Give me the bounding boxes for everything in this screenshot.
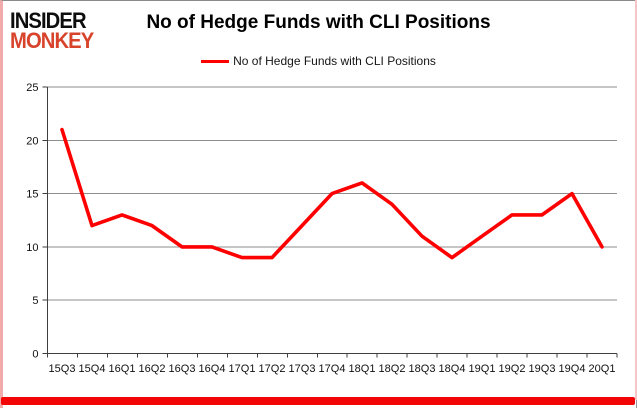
series-line (60, 127, 604, 260)
x-tick-label: 16Q1 (109, 363, 136, 375)
legend-label: No of Hedge Funds with CLI Positions (233, 54, 436, 68)
y-tick-label: 25 (26, 82, 38, 94)
x-tick-label: 17Q4 (319, 363, 346, 375)
y-tick-label: 15 (26, 189, 38, 201)
x-tick-label: 19Q3 (529, 363, 556, 375)
y-tick-label: 5 (32, 295, 38, 307)
legend: No of Hedge Funds with CLI Positions (0, 54, 637, 68)
logo-word-insider: INSIDER (10, 8, 87, 33)
x-tick-label: 15Q3 (49, 363, 76, 375)
chart-title: No of Hedge Funds with CLI Positions (146, 12, 491, 33)
insider-monkey-logo: INSIDER MONKEY (10, 8, 130, 54)
x-tick-label: 16Q3 (169, 363, 196, 375)
x-tick-label: 15Q4 (79, 363, 106, 375)
x-tick-label: 19Q1 (469, 363, 496, 375)
x-tick-label: 16Q2 (139, 363, 166, 375)
x-tick-label: 17Q2 (259, 363, 286, 375)
frame-right-pink-border (635, 0, 637, 400)
x-tick-label: 20Q1 (589, 363, 616, 375)
x-tick-label: 18Q1 (349, 363, 376, 375)
x-tick-label: 18Q2 (379, 363, 406, 375)
legend-line-marker-icon (201, 59, 230, 63)
logo-word-monkey: MONKEY (10, 28, 94, 54)
x-tick-label: 16Q4 (199, 363, 226, 375)
frame-bottom-red-bar (1, 397, 635, 405)
y-tick-label: 10 (26, 242, 38, 254)
y-tick-label: 0 (32, 349, 38, 361)
x-tick-label: 18Q3 (409, 363, 436, 375)
x-tick-label: 17Q3 (289, 363, 316, 375)
x-tick-label: 19Q2 (499, 363, 526, 375)
y-tick-label: 20 (26, 135, 38, 147)
x-tick-label: 17Q1 (229, 363, 256, 375)
x-tick-label: 18Q4 (439, 363, 466, 375)
x-tick-label: 19Q4 (559, 363, 586, 375)
